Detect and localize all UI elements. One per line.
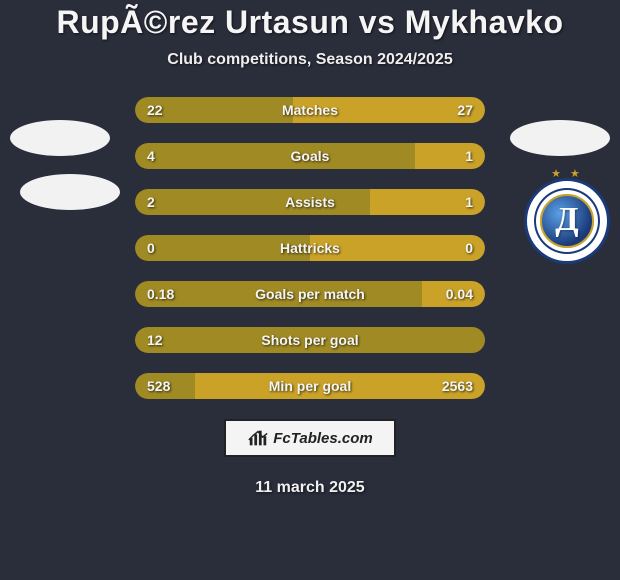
comparison-card: RupÃ©rez Urtasun vs Mykhavko Club compet… [0,0,620,580]
stat-metric-label: Min per goal [269,373,351,399]
club-logo-inner: Д [540,194,594,248]
stat-value-left: 0.18 [147,281,174,307]
stat-row: 528 Min per goal 2563 [135,373,485,399]
stat-metric-label: Goals [291,143,330,169]
club-logo-right: ★ ★ Д [524,178,610,264]
player-left-placeholder-1 [10,120,110,156]
stat-row: 4 Goals 1 [135,143,485,169]
stats-rows: 22Matches274Goals12Assists10Hattricks00.… [135,97,485,399]
stat-row: 2 Assists 1 [135,189,485,215]
stat-value-right: 2563 [442,373,473,399]
brand-box: FcTables.com [224,419,396,457]
date-label: 11 march 2025 [0,479,620,497]
stat-metric-label: Goals per match [255,281,365,307]
player-right-placeholder [510,120,610,156]
stat-row: 12 Shots per goal [135,327,485,353]
stat-value-left: 22 [147,97,163,123]
stat-metric-label: Assists [285,189,335,215]
stat-metric-label: Matches [282,97,338,123]
stat-value-right: 0.04 [446,281,473,307]
stat-fill-left [135,143,415,169]
player-left-placeholder-2 [20,174,120,210]
club-logo-stars: ★ ★ [551,167,583,180]
stat-row: 0 Hattricks 0 [135,235,485,261]
stat-value-left: 2 [147,189,155,215]
stat-value-right: 0 [465,235,473,261]
stat-value-right: 1 [465,143,473,169]
stat-value-left: 12 [147,327,163,353]
club-logo-letter: Д [555,201,578,239]
stat-value-right: 1 [465,189,473,215]
stat-metric-label: Hattricks [280,235,340,261]
stat-value-left: 528 [147,373,170,399]
stat-fill-right [415,143,485,169]
stat-row: 0.18 Goals per match 0.04 [135,281,485,307]
stat-value-right: 27 [457,97,473,123]
stat-value-left: 4 [147,143,155,169]
stat-metric-label: Shots per goal [261,327,358,353]
page-title: RupÃ©rez Urtasun vs Mykhavko [0,4,620,41]
stat-row: 22 Matches 27 [135,97,485,123]
brand-chart-icon [247,427,269,449]
stat-value-left: 0 [147,235,155,261]
subtitle: Club competitions, Season 2024/2025 [0,51,620,69]
brand-text: FcTables.com [273,430,372,447]
